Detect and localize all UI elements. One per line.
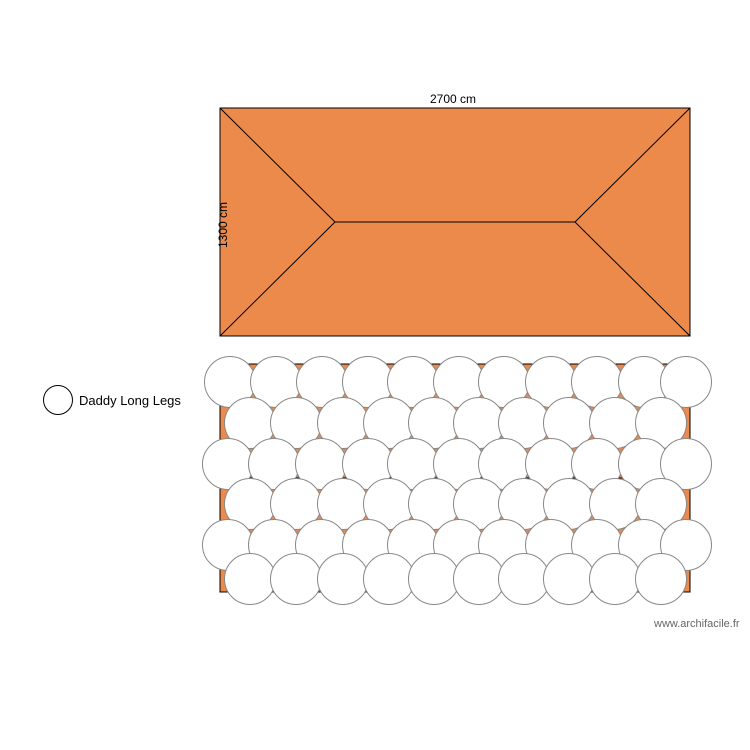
footer-attribution: www.archifacile.fr (654, 618, 740, 630)
circle-marker (409, 554, 460, 605)
circle-marker (318, 554, 369, 605)
circle-marker (364, 554, 415, 605)
circle-marker (590, 554, 641, 605)
legend-swatch-circle (43, 385, 73, 415)
top-roof (220, 108, 690, 336)
circle-marker (454, 554, 505, 605)
circle-marker (499, 554, 550, 605)
dimension-width-label: 2700 cm (430, 92, 476, 106)
diagram-canvas: { "colors": { "background": "#ffffff", "… (0, 0, 750, 750)
circle-marker (636, 554, 687, 605)
legend-label: Daddy Long Legs (79, 393, 181, 408)
svg-surface (0, 0, 750, 750)
legend: Daddy Long Legs (43, 385, 181, 415)
circle-marker (271, 554, 322, 605)
circle-marker (544, 554, 595, 605)
dimension-height-label: 1300 cm (216, 202, 230, 248)
circle-grid (203, 357, 712, 605)
circle-marker (225, 554, 276, 605)
